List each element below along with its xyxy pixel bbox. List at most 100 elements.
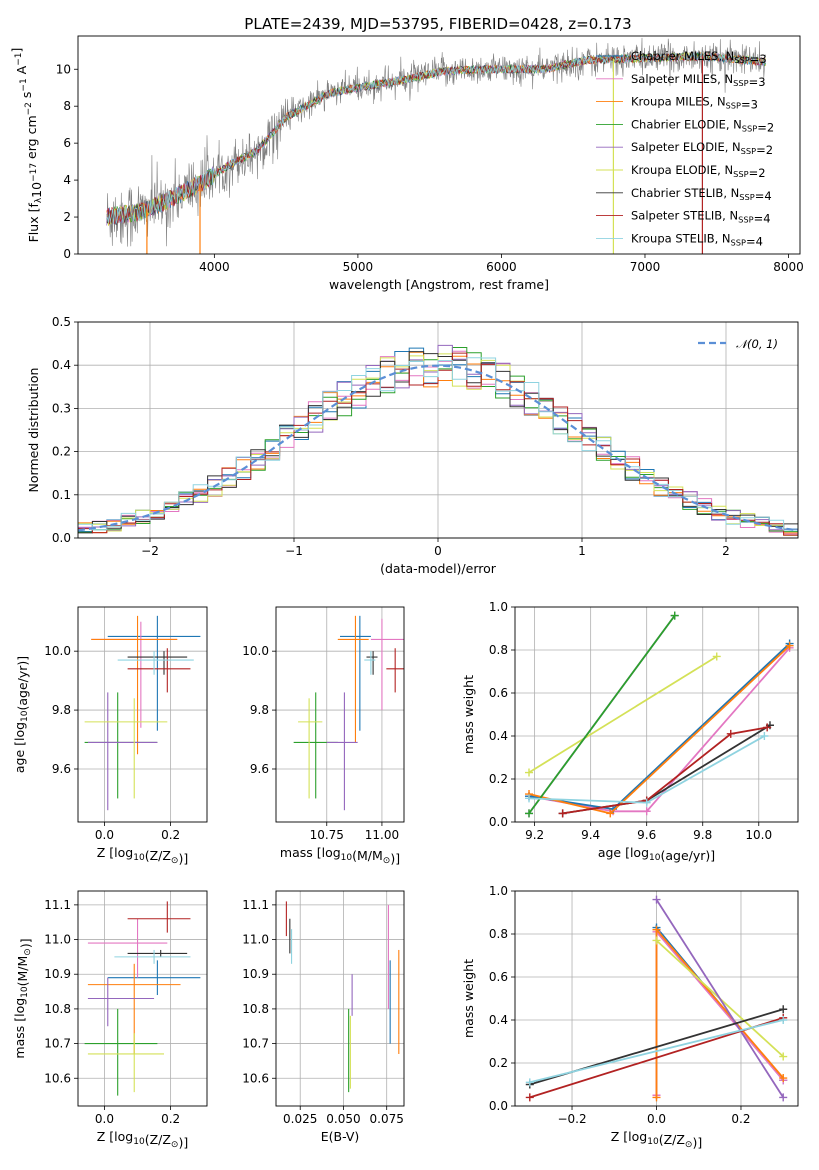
mass-weight-marker xyxy=(763,723,772,732)
y-tick-label: 9.6 xyxy=(52,762,71,776)
y-tick-label: 0.4 xyxy=(489,729,508,743)
mass-weight-marker xyxy=(525,794,534,803)
y-tick-label: 0.2 xyxy=(52,445,71,459)
x-axis-label: mass [log10(M/M⊙)] xyxy=(280,845,400,866)
spectrum-legend: Chabrier MILES, NSSP=3 Salpeter MILES, NS… xyxy=(596,49,774,248)
y-tick-label: 11.0 xyxy=(242,933,269,947)
y-tick-label: 9.6 xyxy=(250,762,269,776)
x-tick-label: 8000 xyxy=(773,260,804,274)
x-tick-label: 0.0 xyxy=(95,828,114,842)
error-bar-point-kroupa-elodie xyxy=(84,698,168,799)
legend-entry: Kroupa MILES, NSSP=3 xyxy=(631,95,758,112)
y-axis-label: Normed distribution xyxy=(26,368,41,493)
error-bar-point-kroupa-miles xyxy=(337,615,369,743)
y-tick-label: 10.6 xyxy=(242,1071,269,1085)
axes-frame xyxy=(77,606,208,823)
data-spectrum-line xyxy=(106,37,766,247)
x-axis-label: Z [log10(Z/Z⊙)] xyxy=(97,845,188,866)
axes-frame xyxy=(77,321,799,539)
error-bar-point-salpeter-elodie xyxy=(326,692,358,811)
error-bar-point-chabrier-elodie xyxy=(84,1008,158,1096)
error-bar-point-kroupa-elodie xyxy=(298,698,323,799)
mass-weight-marker xyxy=(652,895,661,904)
x-tick-label: 7000 xyxy=(630,260,661,274)
y-tick-label: 1.0 xyxy=(489,884,508,898)
axes-frame xyxy=(514,606,799,823)
x-tick-label: 9.2 xyxy=(525,828,544,842)
x-tick-label: 2 xyxy=(722,544,730,558)
figure-title: PLATE=2439, MJD=53795, FIBERID=0428, z=0… xyxy=(244,15,631,33)
mass-weight-marker xyxy=(652,1093,661,1102)
plot-area xyxy=(84,901,201,1096)
mass-weight-marker xyxy=(525,768,534,777)
x-tick-label: 11.00 xyxy=(365,828,399,842)
x-tick-label: 0.2 xyxy=(731,1112,750,1126)
error-bar-point-kroupa-stelib xyxy=(117,651,194,675)
y-tick-label: 10.8 xyxy=(242,1002,269,1016)
mass-weight-line-salpeter-elodie xyxy=(655,899,784,1098)
x-axis-label: (data-model)/error xyxy=(380,561,497,576)
y-tick-label: 11.1 xyxy=(242,898,269,912)
axes-frame xyxy=(77,890,208,1107)
residual-histogram xyxy=(78,351,798,534)
y-axis-label: Flux [fλ10−17 erg cm−2 s−1 A−1] xyxy=(9,48,44,243)
panel-spectrum: 4000 5000 6000 7000 8000 0 2 4 6 8 10 wavelength [A… xyxy=(9,35,804,292)
mass-weight-line-kroupa-elodie xyxy=(528,655,718,774)
mass-weight-marker xyxy=(670,611,679,620)
legend-entry: Salpeter MILES, NSSP=3 xyxy=(631,72,766,89)
y-tick-label: 10.0 xyxy=(44,644,71,658)
y-tick-label: 1.0 xyxy=(489,600,508,614)
legend-entry: Kroupa STELIB, NSSP=4 xyxy=(631,231,763,248)
x-axis-label: Z [log10(Z/Z⊙)] xyxy=(97,1129,188,1150)
mass-weight-marker xyxy=(779,1052,788,1061)
y-tick-label: 0.5 xyxy=(52,315,71,329)
mass-weight-line-chabrier-elodie xyxy=(528,615,676,814)
y-tick-label: 10.7 xyxy=(242,1037,269,1051)
y-axis-label: mass weight xyxy=(461,675,476,754)
mass-weight-marker xyxy=(779,1074,788,1083)
y-tick-label: 10.9 xyxy=(242,967,269,981)
y-tick-label: 0.0 xyxy=(489,815,508,829)
x-tick-label: 0 xyxy=(434,544,442,558)
error-bar-point-chabrier-miles xyxy=(107,960,201,996)
y-tick-label: 0.2 xyxy=(489,772,508,786)
panel-age_vs_Z: 0.0 0.2 9.6 9.8 10.0 Z [log10(Z/Z⊙)] age [log1… xyxy=(12,606,208,866)
panel-mass_weight_vs_Z: −0.2 0.0 0.2 0.0 0.2 0.4 0.6 0.8 1.0 Z [log10(Z/Z… xyxy=(461,884,799,1150)
x-tick-label: 9.8 xyxy=(693,828,712,842)
residual-histogram xyxy=(78,357,798,531)
error-bar-point-kroupa-stelib xyxy=(364,651,376,675)
legend-entry: 𝒩(0, 1) xyxy=(736,337,778,351)
y-tick-label: 0.6 xyxy=(489,686,508,700)
y-tick-label: 0.8 xyxy=(489,643,508,657)
error-bar-point-salpeter-elodie xyxy=(87,977,155,1027)
plot-area xyxy=(84,615,201,811)
panel-age_vs_mass: 10.75 11.00 9.6 9.8 10.0 mass [log10(M/M⊙)] xyxy=(242,606,405,866)
y-tick-label: 11.0 xyxy=(44,933,71,947)
x-axis-label: age [log10(age/yr)] xyxy=(598,845,715,863)
axes-frame xyxy=(275,890,405,1107)
y-axis-label: mass [log10(M/M⊙)] xyxy=(12,938,33,1058)
error-bar-point-kroupa-miles xyxy=(91,615,178,755)
error-bar-point-chabrier-elodie xyxy=(84,692,158,799)
plot-area xyxy=(293,615,404,811)
y-tick-label: 0.8 xyxy=(489,927,508,941)
error-bar-point-chabrier-stelib xyxy=(366,651,378,675)
axes-frame xyxy=(514,890,799,1107)
panel-mass_vs_ebv: 0.025 0.050 0.075 10.6 10.7 10.8 10.9 11.0 11.1 E… xyxy=(242,890,405,1144)
error-bar-point-chabrier-stelib xyxy=(127,949,188,957)
y-tick-label: 9.8 xyxy=(52,703,71,717)
mass-weight-line-kroupa-stelib xyxy=(529,1019,784,1084)
x-tick-label: 10.75 xyxy=(310,828,344,842)
error-bar-point-chabrier-stelib xyxy=(127,651,188,675)
axes-frame xyxy=(275,606,405,823)
axes-frame xyxy=(77,35,801,255)
x-tick-label: 10.0 xyxy=(745,828,772,842)
x-tick-label: −2 xyxy=(141,544,159,558)
mass-weight-marker xyxy=(785,641,794,650)
error-bar-point-chabrier-miles xyxy=(107,615,201,731)
error-bar-point-salpeter-stelib xyxy=(127,648,191,693)
plot-area xyxy=(78,344,798,536)
plot-area xyxy=(525,895,788,1102)
y-tick-label: 11.1 xyxy=(44,898,71,912)
y-tick-label: 0.2 xyxy=(489,1056,508,1070)
